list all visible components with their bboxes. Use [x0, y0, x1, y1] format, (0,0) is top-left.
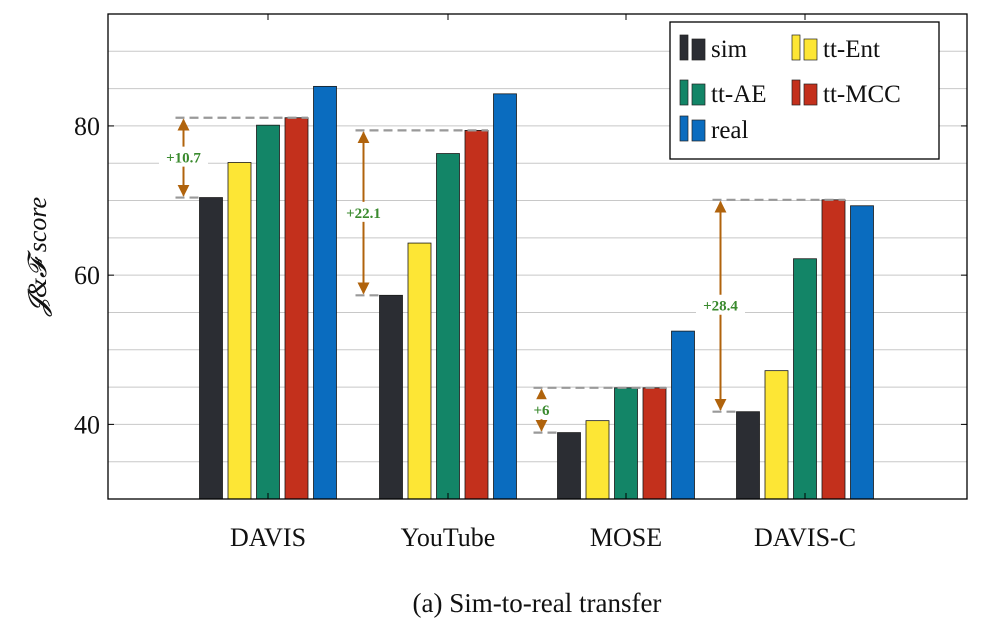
- legend-item-tt-mcc: tt-MCC: [791, 79, 901, 108]
- x-tick-label: YouTube: [401, 523, 496, 552]
- legend-item-sim: sim: [679, 34, 748, 63]
- legend-label: tt-Ent: [823, 36, 880, 63]
- bar-mose-real: [671, 330, 695, 500]
- legend-swatch: [691, 119, 706, 142]
- bar-youtube-real: [493, 93, 517, 500]
- bar-mose-sim: [557, 432, 581, 500]
- legend-swatch: [803, 38, 818, 61]
- y-axis-label: 𝓙&𝓕 score: [23, 197, 52, 317]
- legend-swatch: [679, 115, 689, 142]
- bar-davis-tt-mcc: [284, 117, 309, 500]
- bar-youtube-sim: [379, 294, 403, 500]
- bar-davis-sim: [199, 197, 223, 500]
- bar-youtube-tt-mcc: [464, 129, 489, 500]
- legend-swatch: [679, 79, 689, 106]
- gain-label-bg: [529, 399, 554, 420]
- y-tick-label: 60: [74, 261, 100, 290]
- gain-label: +6: [533, 403, 550, 419]
- legend-swatch: [791, 34, 801, 61]
- bar-davis-c-tt-ent: [764, 370, 789, 500]
- bar-youtube-tt-ae: [436, 153, 460, 500]
- bar-davis-c-sim: [736, 411, 760, 500]
- legend-label: tt-AE: [711, 81, 767, 108]
- legend-item-tt-ent: tt-Ent: [791, 34, 880, 63]
- legend-swatch: [791, 79, 801, 106]
- y-tick-label: 40: [74, 410, 100, 439]
- bar-mose-tt-ent: [585, 420, 610, 500]
- legend-label: sim: [711, 36, 748, 63]
- legend-label: real: [711, 117, 749, 144]
- legend-swatch: [679, 34, 689, 61]
- bars: [199, 85, 874, 500]
- y-tick-label: 80: [74, 112, 100, 141]
- gain-label: +10.7: [166, 151, 201, 167]
- y-axis-ticks: 40 60 80: [74, 112, 967, 439]
- legend: sim tt-Ent tt-AE tt-MCC real: [669, 21, 940, 160]
- gain-label: +22.1: [346, 206, 381, 222]
- gain-label: +28.4: [703, 299, 738, 315]
- bar-mose-tt-ae: [614, 387, 638, 500]
- legend-item-tt-ae: tt-AE: [679, 79, 767, 108]
- bar-davis-c-real: [850, 205, 874, 500]
- bar-davis-c-tt-ae: [793, 258, 817, 500]
- gain-annotations: +10.7 +22.1 +6 +28.4: [159, 116, 845, 434]
- legend-swatch: [691, 83, 706, 106]
- gain-label-bg: [159, 146, 208, 167]
- x-axis-ticks: DAVIS YouTube MOSE DAVIS-C: [230, 14, 856, 552]
- bar-davis-tt-ae: [256, 124, 280, 500]
- gain-label-bg: [696, 294, 745, 315]
- x-tick-label: DAVIS: [230, 523, 306, 552]
- bar-davis-real: [313, 85, 337, 500]
- plot-frame: [107, 13, 968, 500]
- legend-label: tt-MCC: [823, 81, 901, 108]
- legend-swatch: [691, 38, 706, 61]
- figure-caption: (a) Sim-to-real transfer: [413, 588, 662, 618]
- bar-davis-c-tt-mcc: [821, 199, 846, 500]
- bar-davis-tt-ent: [227, 162, 252, 500]
- x-tick-label: DAVIS-C: [754, 523, 856, 552]
- legend-swatch: [803, 83, 818, 106]
- bar-mose-tt-mcc: [642, 387, 667, 500]
- bar-youtube-tt-ent: [407, 242, 432, 500]
- legend-item-real: real: [679, 115, 749, 144]
- x-tick-label: MOSE: [590, 523, 662, 552]
- gain-label-bg: [339, 201, 388, 222]
